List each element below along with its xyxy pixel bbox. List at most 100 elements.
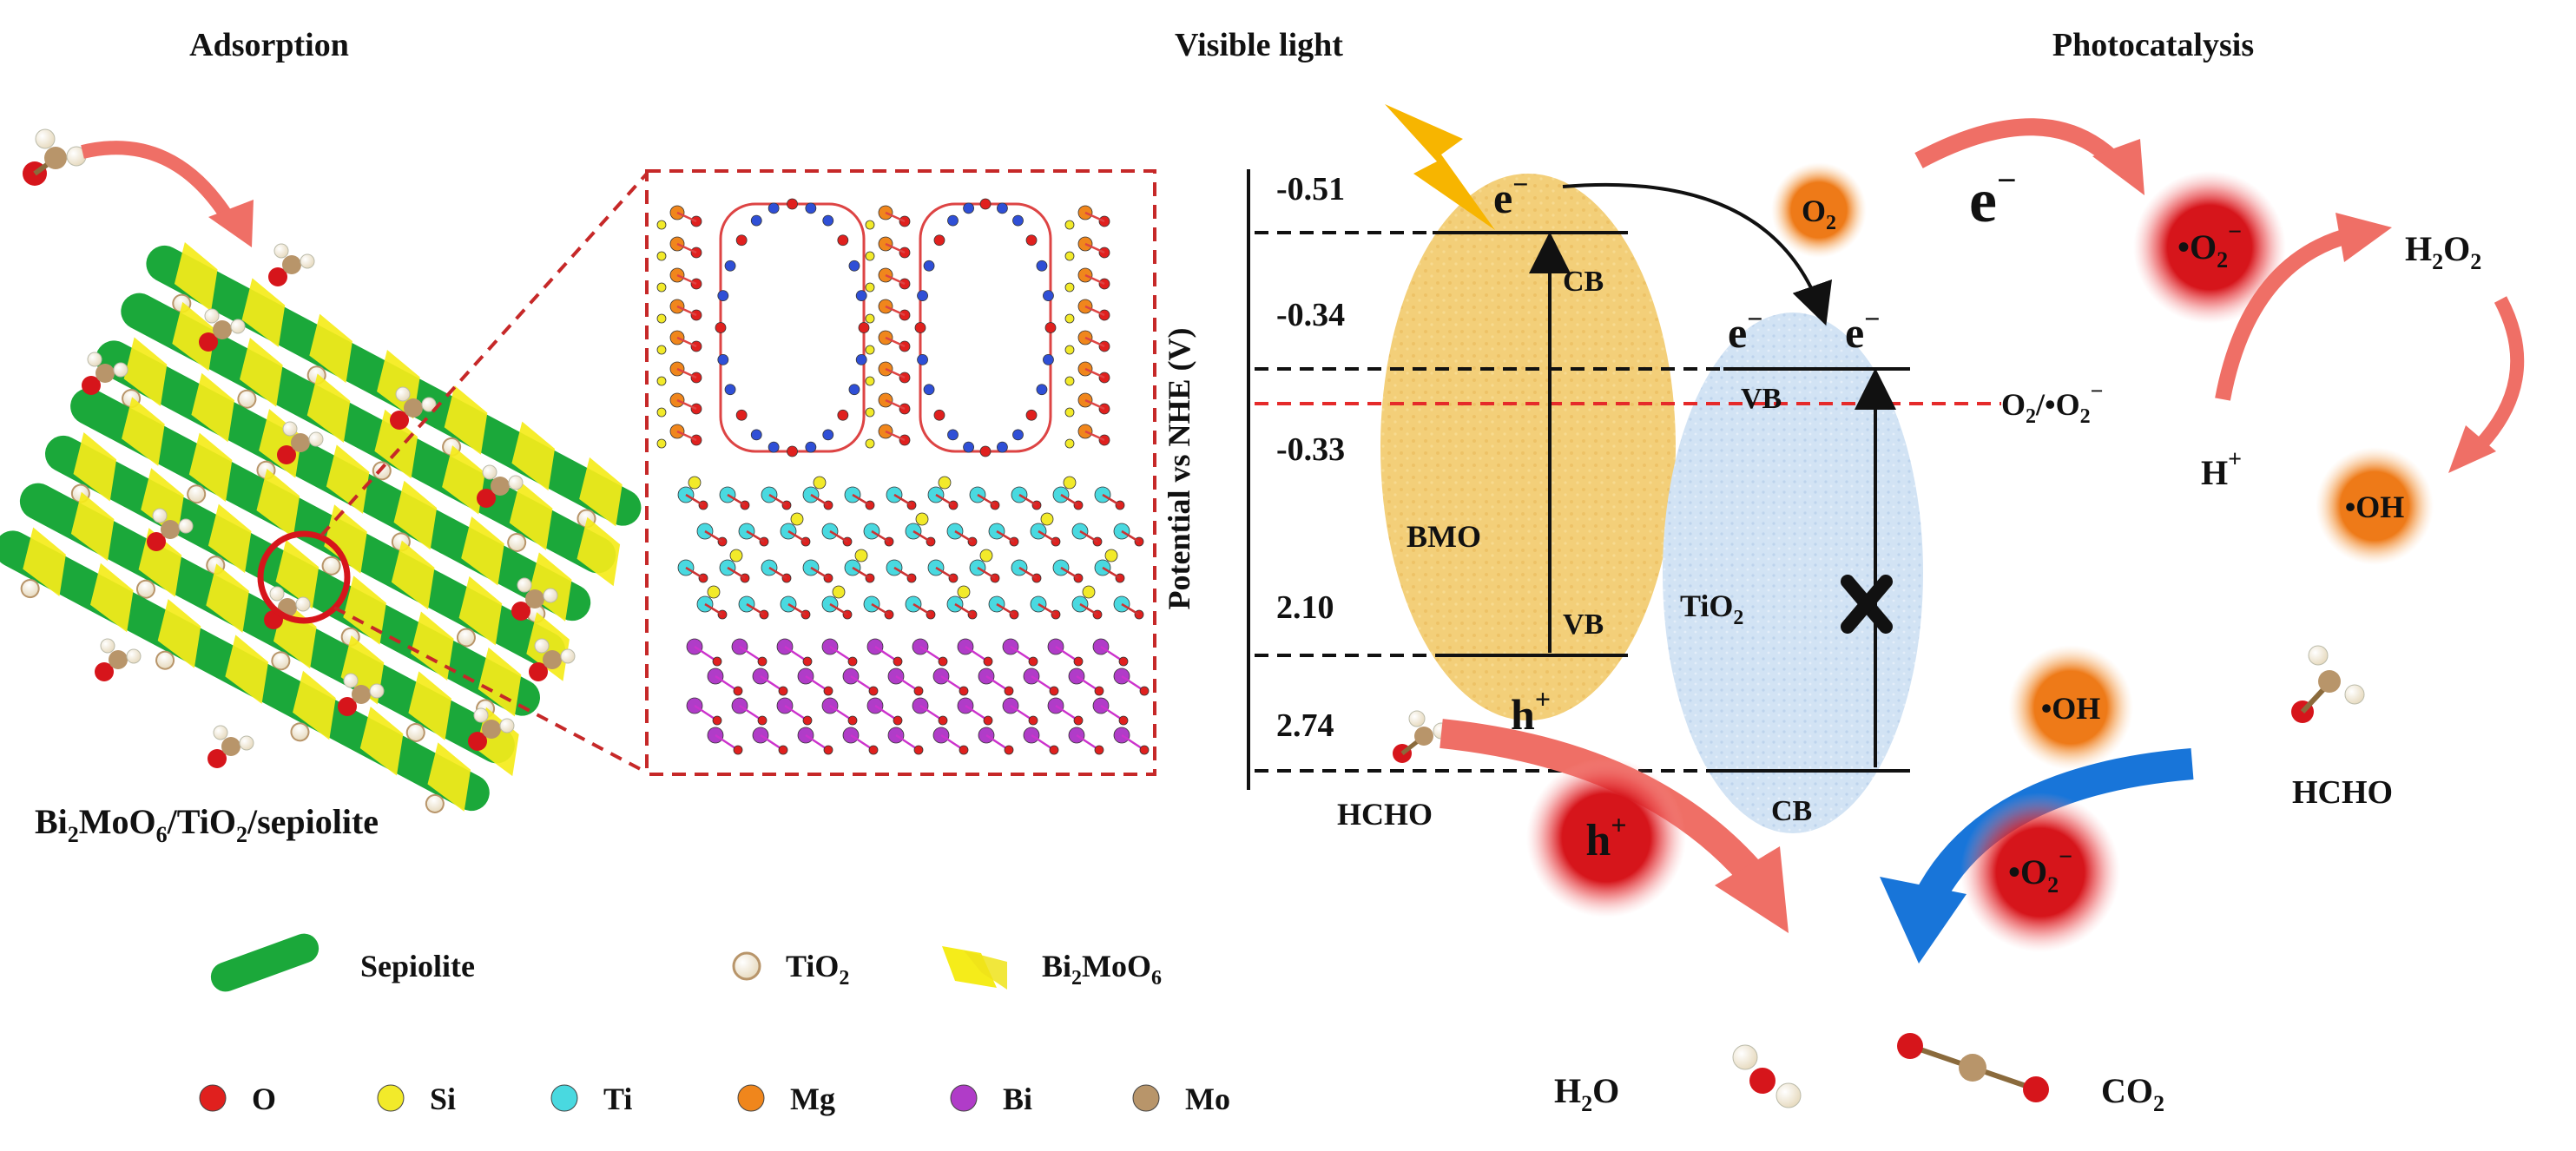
- bi2moo6-flake: [256, 468, 300, 538]
- crystal-atom: [802, 656, 813, 667]
- crystal-atom: [656, 313, 667, 324]
- hcho-molecule: [468, 707, 515, 751]
- svg-text:Mo: Mo: [1185, 1082, 1230, 1116]
- hcho-molecule: [82, 352, 128, 395]
- crystal-atom: [865, 282, 875, 293]
- h2o-label: H2O: [1554, 1071, 1619, 1116]
- crystal-atom: [768, 202, 780, 214]
- atom-legend-mg: Mg: [737, 1082, 835, 1116]
- svg-text:•OH: •OH: [2041, 691, 2101, 726]
- adsorption-arrow-head: [208, 200, 254, 247]
- potential-level-label: -0.33: [1276, 431, 1345, 468]
- bi2moo6-flake: [509, 481, 553, 550]
- crystal-atom: [1025, 409, 1038, 421]
- crystal-atom: [837, 409, 849, 421]
- crystal-atom: [865, 313, 875, 324]
- oh-bubble-bottom: •OH: [2008, 645, 2133, 770]
- bi2moo6-flake: [191, 372, 235, 443]
- crystal-atom: [1044, 322, 1057, 333]
- crystal-atom: [1064, 282, 1075, 293]
- crystal-atom: [778, 745, 788, 755]
- crystal-atom: [997, 441, 1008, 453]
- crystal-atom: [854, 549, 868, 562]
- hcho-molecule-incoming: [23, 128, 87, 186]
- bi2moo6-flake: [73, 431, 117, 502]
- tio2-particle: [155, 650, 175, 670]
- crystal-atom: [688, 476, 702, 490]
- oh-bubble-right: •OH: [2316, 447, 2434, 565]
- bi2moo6-flake: [206, 563, 249, 633]
- crystal-atom: [712, 715, 722, 726]
- bi2moo6-flake: [410, 611, 454, 681]
- photocatalysis-heading: Photocatalysis: [2052, 27, 2254, 63]
- tio2-band: [1663, 312, 1923, 833]
- crystal-atom: [997, 202, 1008, 214]
- crystal-atom: [847, 715, 858, 726]
- crystal-atom: [917, 290, 928, 302]
- co2-label: CO2: [2101, 1071, 2164, 1116]
- hcho-molecule: [390, 386, 437, 430]
- crystal-atom: [1036, 260, 1048, 272]
- crystal-atom: [1043, 353, 1054, 365]
- superoxide-bubble-bottom: •O2−: [1960, 793, 2120, 952]
- bi2moo6-flake: [442, 445, 485, 515]
- crystal-atom: [778, 686, 788, 696]
- crystal-atom: [913, 686, 924, 696]
- potential-level-label: -0.51: [1276, 171, 1345, 207]
- crystal-atom: [1073, 656, 1084, 667]
- svg-text:Mg: Mg: [790, 1082, 835, 1116]
- bi2moo6-flake: [241, 278, 286, 347]
- crystal-atom: [957, 585, 971, 599]
- bi2moo6-flake: [174, 242, 218, 312]
- crystal-atom: [750, 429, 762, 441]
- crystal-atom: [1094, 686, 1104, 696]
- hcho-molecule: [477, 464, 524, 508]
- crystal-atom: [847, 656, 858, 667]
- bi2moo6-flake: [141, 468, 184, 537]
- crystal-atom: [1082, 585, 1096, 599]
- zoom-line-top: [320, 172, 649, 537]
- crystal-atom: [865, 407, 875, 418]
- crystal-atom: [1063, 476, 1077, 490]
- crystal-atom: [790, 512, 804, 526]
- crystal-atom: [656, 220, 667, 230]
- electron-transfer-arrow: [1562, 182, 1833, 326]
- hcho-molecule: [338, 673, 385, 716]
- co2-molecule: [1897, 1033, 2049, 1102]
- bi2moo6-flake: [393, 480, 438, 550]
- svg-text:Bi2MoO6: Bi2MoO6: [1042, 949, 1162, 990]
- crystal-atom: [1064, 313, 1075, 324]
- crystal-atom: [933, 409, 945, 421]
- crystal-atom: [915, 512, 929, 526]
- bmo-band: [1380, 174, 1676, 720]
- tio2-label: TiO2: [1680, 589, 1743, 629]
- crystal-atom: [729, 549, 743, 562]
- crystal-atom: [983, 715, 993, 726]
- crystal-atom: [1064, 345, 1075, 355]
- crystal-atom: [735, 234, 748, 247]
- crystal-atom: [979, 198, 992, 210]
- hcho-molecule-band: [1393, 710, 1450, 763]
- crystal-atom: [802, 715, 813, 726]
- crystal-atom: [712, 656, 722, 667]
- crystal-atom: [1094, 745, 1104, 755]
- adsorption-arrow: [81, 141, 236, 226]
- bi2moo6-flake: [324, 504, 367, 574]
- crystal-atom: [717, 290, 729, 302]
- crystal-atom: [1043, 290, 1054, 302]
- crystal-atom: [938, 656, 948, 667]
- hcho-molecule: [277, 421, 324, 464]
- crystal-atom: [822, 214, 834, 227]
- crystal-atom: [1118, 656, 1129, 667]
- hcho-molecule-right: [2291, 645, 2365, 723]
- crystal-atom: [1040, 512, 1054, 526]
- crystal-atom: [787, 198, 798, 210]
- bi2moo6-flake: [391, 540, 435, 610]
- zoom-circle: [257, 530, 351, 624]
- crystal-atom: [768, 441, 780, 453]
- crystal-atom: [865, 438, 875, 449]
- crystal-atom: [979, 549, 993, 562]
- bi2moo6-flake: [188, 432, 233, 503]
- atom-legend-si: Si: [377, 1082, 456, 1116]
- crystal-atom: [923, 384, 935, 396]
